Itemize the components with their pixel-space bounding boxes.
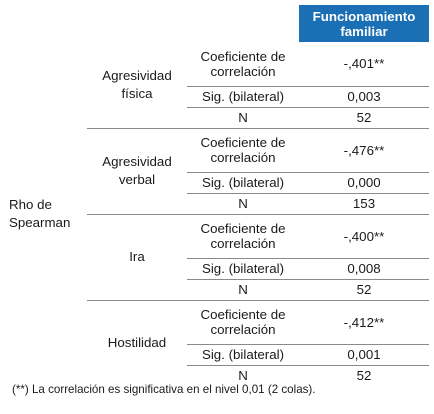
rho-spearman-label: Rho de Spearman: [9, 197, 71, 230]
var-ira: Ira: [87, 213, 187, 300]
table-row: N 52: [5, 364, 429, 386]
stat-coef-label: Coeficiente de correlación: [187, 213, 299, 258]
table-row: Hostilidad Coeficiente de correlación -,…: [5, 299, 429, 386]
var-hostilidad: Hostilidad: [87, 299, 187, 386]
coef-value: -,476**: [299, 127, 429, 172]
stat-coef-label: Coeficiente de correlación: [187, 299, 299, 344]
stat-n-label: N: [187, 364, 299, 386]
table-row: N 52: [5, 106, 429, 128]
table-row: N 52: [5, 278, 429, 300]
stat-n-label: N: [187, 278, 299, 300]
table-row: Agresividad verbal Coeficiente de correl…: [5, 127, 429, 214]
sig-value: 0,000: [299, 171, 429, 193]
n-value: 52: [299, 364, 429, 386]
stat-coef-label: Coeficiente de correlación: [187, 127, 299, 172]
sig-value: 0,003: [299, 85, 429, 107]
table-row: Sig. (bilateral) 0,000: [5, 171, 429, 193]
table-row: Sig. (bilateral) 0,003: [5, 85, 429, 107]
var-agresividad-verbal: Agresividad verbal: [87, 127, 187, 214]
correlation-table: Funcionamiento familiar Rho de Spearman …: [5, 5, 429, 386]
table-row: Sig. (bilateral) 0,008: [5, 257, 429, 279]
coef-value: -,400**: [299, 213, 429, 258]
stat-sig-label: Sig. (bilateral): [187, 257, 299, 279]
var-agresividad-fisica: Agresividad física: [102, 67, 172, 101]
stat-n-label: N: [187, 106, 299, 128]
table-row: N 153: [5, 192, 429, 214]
table-row: Rho de Spearman Agresividad física Coefi…: [5, 42, 429, 230]
stat-sig-label: Sig. (bilateral): [187, 85, 299, 107]
n-value: 153: [299, 192, 429, 214]
coef-value: -,401**: [343, 56, 385, 72]
stat-n-label: N: [187, 192, 299, 214]
stat-sig-label: Sig. (bilateral): [187, 343, 299, 365]
footnote: (**) La correlación es significativa en …: [12, 383, 316, 396]
stat-sig-label: Sig. (bilateral): [187, 171, 299, 193]
sig-value: 0,008: [299, 257, 429, 279]
header-funcionamiento-familiar: Funcionamiento familiar: [299, 5, 429, 42]
table-row: Sig. (bilateral) 0,001: [5, 343, 429, 365]
coef-value: -,412**: [299, 299, 429, 344]
n-value: 52: [299, 106, 429, 128]
stat-coef-label: Coeficiente de correlación: [200, 48, 286, 79]
header-row: Funcionamiento familiar: [5, 5, 429, 42]
sig-value: 0,001: [299, 343, 429, 365]
n-value: 52: [299, 278, 429, 300]
table-row: Ira Coeficiente de correlación -,400**: [5, 213, 429, 300]
